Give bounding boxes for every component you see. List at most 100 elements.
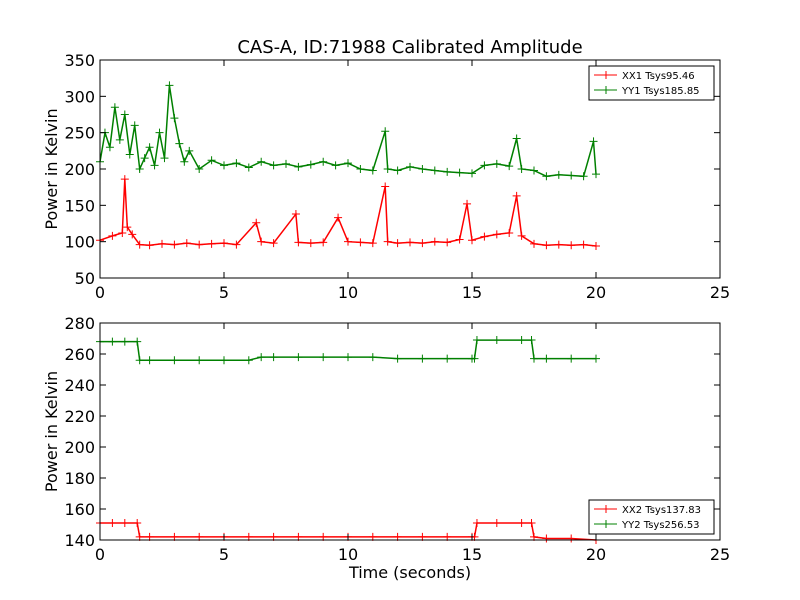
data-point bbox=[118, 228, 127, 237]
data-point bbox=[542, 172, 551, 181]
figure-title: CAS-A, ID:71988 Calibrated Amplitude bbox=[237, 37, 582, 58]
series-1-1 bbox=[96, 336, 600, 365]
data-point bbox=[542, 534, 551, 543]
data-point bbox=[128, 230, 137, 239]
data-point bbox=[517, 231, 526, 240]
data-point bbox=[269, 353, 278, 362]
data-point bbox=[170, 240, 179, 249]
data-point bbox=[530, 239, 538, 248]
data-point bbox=[505, 228, 514, 237]
data-point bbox=[368, 353, 377, 362]
data-point bbox=[294, 238, 303, 247]
data-point bbox=[468, 169, 476, 178]
data-point bbox=[123, 223, 132, 232]
data-point bbox=[480, 161, 489, 170]
y-axis-label: Power in Kelvin bbox=[42, 108, 61, 229]
data-point bbox=[567, 241, 576, 250]
data-point bbox=[140, 154, 149, 163]
data-point bbox=[383, 165, 392, 173]
bottom-plot-panel: 0 5 10 15 20 25 140 160 180 200 220 240 260 280 Power … bbox=[42, 314, 730, 582]
series-0-0 bbox=[96, 175, 600, 251]
data-point bbox=[492, 518, 501, 527]
x-tick-label: 25 bbox=[710, 283, 730, 302]
legend-marker bbox=[602, 505, 610, 513]
data-point bbox=[135, 240, 144, 249]
data-point bbox=[108, 518, 117, 527]
data-point bbox=[492, 159, 501, 168]
data-point bbox=[220, 239, 228, 248]
data-point bbox=[180, 157, 189, 166]
y-tick-label: 350 bbox=[64, 51, 95, 70]
data-point bbox=[530, 354, 538, 363]
x-tick-label: 5 bbox=[219, 283, 229, 302]
data-point bbox=[158, 239, 166, 248]
data-point bbox=[160, 154, 169, 163]
data-point bbox=[165, 81, 174, 90]
data-point bbox=[344, 237, 352, 246]
data-point bbox=[120, 337, 129, 346]
data-point bbox=[195, 240, 204, 249]
data-point bbox=[592, 170, 600, 179]
y-tick-label: 140 bbox=[64, 531, 95, 550]
data-point bbox=[530, 166, 538, 175]
data-point bbox=[294, 353, 303, 362]
y-tick-label: 200 bbox=[64, 160, 95, 179]
data-point bbox=[567, 354, 576, 363]
data-point bbox=[135, 165, 144, 173]
top-plot-panel: 0 5 10 15 20 25 50 100 150 200 250 300 350 Power in K… bbox=[42, 51, 730, 302]
data-point bbox=[120, 175, 129, 184]
data-point bbox=[182, 239, 191, 248]
data-point bbox=[356, 238, 365, 247]
data-point bbox=[527, 336, 536, 345]
data-point bbox=[244, 163, 253, 172]
data-point bbox=[567, 534, 576, 543]
series-0-1 bbox=[96, 81, 600, 181]
data-point bbox=[492, 336, 501, 345]
data-point bbox=[257, 157, 266, 166]
data-point bbox=[480, 232, 489, 241]
data-point bbox=[319, 157, 328, 166]
legend: XX2 Tsys137.83 YY2 Tsys256.53 bbox=[588, 499, 715, 535]
x-tick-label: 25 bbox=[710, 545, 730, 564]
data-point bbox=[125, 150, 134, 159]
y-tick-label: 100 bbox=[64, 233, 95, 252]
legend-marker bbox=[602, 86, 610, 94]
data-point bbox=[120, 110, 129, 119]
x-tick-label: 5 bbox=[219, 545, 229, 564]
data-point bbox=[110, 103, 119, 112]
data-point bbox=[517, 518, 526, 527]
data-point bbox=[368, 166, 377, 175]
data-point bbox=[418, 239, 427, 248]
data-point bbox=[472, 336, 481, 345]
data-point bbox=[344, 159, 352, 168]
data-point bbox=[195, 165, 204, 173]
data-point bbox=[393, 239, 402, 248]
data-point bbox=[368, 239, 377, 248]
data-point bbox=[567, 171, 576, 180]
y-tick-label: 250 bbox=[64, 124, 95, 143]
data-point bbox=[319, 353, 328, 362]
legend: XX1 Tsys95.46 YY1 Tsys185.85 bbox=[588, 65, 715, 101]
data-point bbox=[108, 231, 117, 240]
x-tick-label: 20 bbox=[586, 545, 606, 564]
legend-marker bbox=[602, 71, 610, 79]
data-point bbox=[269, 161, 278, 170]
data-point bbox=[406, 238, 414, 247]
legend-box bbox=[588, 65, 715, 101]
x-tick-label: 0 bbox=[95, 545, 105, 564]
legend-marker bbox=[602, 520, 610, 528]
data-point bbox=[232, 159, 241, 168]
data-point bbox=[220, 356, 228, 365]
data-point bbox=[512, 134, 521, 143]
data-point bbox=[512, 191, 521, 200]
y-tick-label: 150 bbox=[64, 196, 95, 215]
data-point bbox=[306, 239, 315, 248]
data-point bbox=[319, 238, 328, 247]
data-point bbox=[554, 240, 563, 249]
data-point bbox=[257, 353, 266, 362]
data-point bbox=[579, 172, 588, 181]
data-point bbox=[468, 236, 476, 245]
data-point bbox=[294, 162, 303, 171]
y-tick-label: 280 bbox=[64, 314, 95, 333]
data-point bbox=[331, 161, 340, 170]
